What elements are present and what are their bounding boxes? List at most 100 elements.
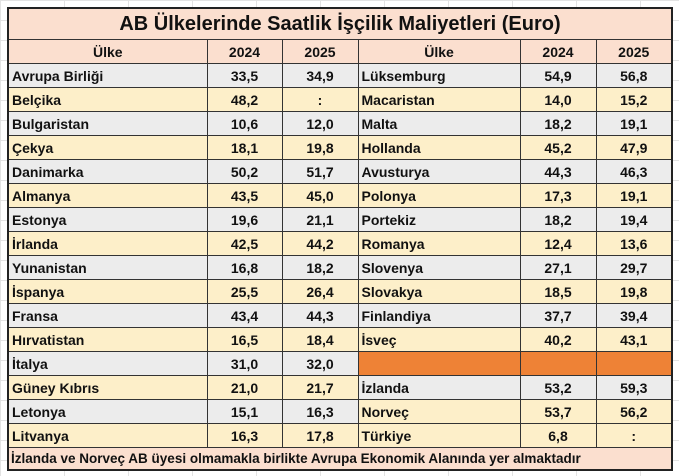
left-country: Avrupa Birliği bbox=[7, 63, 208, 88]
left-country: Belçika bbox=[7, 87, 208, 112]
table-row: Litvanya 16,3 17,8 Türkiye 6,8: bbox=[7, 423, 673, 448]
right-country: Slovakya bbox=[357, 279, 521, 304]
table-row: Çekya 18,1 19,8 Hollanda 45,2 47,9 bbox=[7, 135, 673, 160]
left-country: Güney Kıbrıs bbox=[7, 375, 208, 400]
table-row: Danimarka 50,2 51,7 Avusturya 44,3 46,3 bbox=[7, 159, 673, 184]
left-country: Almanya bbox=[7, 183, 208, 208]
left-value-2024: 25,5 bbox=[206, 279, 283, 304]
left-country: Hırvatistan bbox=[7, 327, 208, 352]
right-value-2024: 18,2 bbox=[519, 111, 597, 136]
table-row: İtalya 31,0 32,0 bbox=[7, 351, 673, 376]
right-value-2025: 19,8 bbox=[595, 279, 673, 304]
right-country: Türkiye bbox=[357, 423, 521, 448]
right-value-2025: 59,3 bbox=[595, 375, 673, 400]
right-value-2025: 56,8 bbox=[595, 63, 673, 88]
left-value-2024: 42,5 bbox=[206, 231, 283, 256]
right-value-2024: 17,3 bbox=[519, 183, 597, 208]
header-country-left: Ülke bbox=[7, 39, 208, 64]
left-value-2024: 19,6 bbox=[206, 207, 283, 232]
right-value-2024: 6,8 bbox=[519, 423, 597, 448]
left-value-2024: 43,5 bbox=[206, 183, 283, 208]
left-value-2024: 15,1 bbox=[206, 399, 283, 424]
left-value-2025: 44,3 bbox=[281, 303, 359, 328]
left-country: İspanya bbox=[7, 279, 208, 304]
right-value-2025: 13,6 bbox=[595, 231, 673, 256]
right-value-2024: 40,2 bbox=[519, 327, 597, 352]
left-country: İtalya bbox=[7, 351, 208, 376]
left-value-2024: 21,0 bbox=[206, 375, 283, 400]
right-value-2025 bbox=[595, 351, 673, 376]
footnote: İzlanda ve Norveç AB üyesi olmamakla bir… bbox=[7, 447, 673, 471]
right-value-2024: 18,5 bbox=[519, 279, 597, 304]
left-value-2025: 21,1 bbox=[281, 207, 359, 232]
table-row: Belçika 48,2: Macaristan 14,0 15,2 bbox=[7, 87, 673, 112]
left-country: Estonya bbox=[7, 207, 208, 232]
header-2025-right: 2025 bbox=[595, 39, 673, 64]
right-value-2025: 19,1 bbox=[595, 111, 673, 136]
left-value-2025: 19,8 bbox=[281, 135, 359, 160]
table-row: Estonya 19,6 21,1 Portekiz 18,2 19,4 bbox=[7, 207, 673, 232]
right-value-2025: 19,4 bbox=[595, 207, 673, 232]
right-value-2024: 12,4 bbox=[519, 231, 597, 256]
left-value-2025: : bbox=[281, 87, 359, 112]
right-value-2024: 18,2 bbox=[519, 207, 597, 232]
right-value-2024: 27,1 bbox=[519, 255, 597, 280]
labor-cost-table: AB Ülkelerinde Saatlik İşçilik Maliyetle… bbox=[7, 7, 673, 471]
table-row: Yunanistan 16,8 18,2 Slovenya 27,1 29,7 bbox=[7, 255, 673, 280]
left-value-2025: 34,9 bbox=[281, 63, 359, 88]
right-country: Romanya bbox=[357, 231, 521, 256]
table-row: Almanya 43,5 45,0 Polonya 17,3 19,1 bbox=[7, 183, 673, 208]
left-value-2024: 31,0 bbox=[206, 351, 283, 376]
right-value-2024 bbox=[519, 351, 597, 376]
left-value-2025: 17,8 bbox=[281, 423, 359, 448]
right-value-2025: 47,9 bbox=[595, 135, 673, 160]
header-2025-left: 2025 bbox=[281, 39, 359, 64]
left-value-2024: 33,5 bbox=[206, 63, 283, 88]
right-country: Slovenya bbox=[357, 255, 521, 280]
right-value-2024: 37,7 bbox=[519, 303, 597, 328]
table-row: İspanya 25,5 26,4 Slovakya 18,5 19,8 bbox=[7, 279, 673, 304]
table-title: AB Ülkelerinde Saatlik İşçilik Maliyetle… bbox=[7, 7, 673, 40]
right-value-2025: 56,2 bbox=[595, 399, 673, 424]
left-value-2025: 26,4 bbox=[281, 279, 359, 304]
right-country: Finlandiya bbox=[357, 303, 521, 328]
right-country bbox=[357, 351, 521, 376]
left-country: Fransa bbox=[7, 303, 208, 328]
left-value-2024: 18,1 bbox=[206, 135, 283, 160]
table-row: Hırvatistan 16,5 18,4 İsveç 40,2 43,1 bbox=[7, 327, 673, 352]
right-value-2024: 53,2 bbox=[519, 375, 597, 400]
header-row: Ülke 2024 2025 Ülke 2024 2025 bbox=[7, 39, 673, 64]
table-row: Bulgaristan 10,6 12,0 Malta 18,2 19,1 bbox=[7, 111, 673, 136]
table-row: Letonya 15,1 16,3 Norveç 53,7 56,2 bbox=[7, 399, 673, 424]
left-country: Bulgaristan bbox=[7, 111, 208, 136]
right-value-2025: 43,1 bbox=[595, 327, 673, 352]
right-value-2024: 44,3 bbox=[519, 159, 597, 184]
left-country: Yunanistan bbox=[7, 255, 208, 280]
right-value-2025: 29,7 bbox=[595, 255, 673, 280]
right-country: Macaristan bbox=[357, 87, 521, 112]
right-value-2024: 45,2 bbox=[519, 135, 597, 160]
left-value-2024: 50,2 bbox=[206, 159, 283, 184]
right-country: Portekiz bbox=[357, 207, 521, 232]
left-value-2024: 10,6 bbox=[206, 111, 283, 136]
right-country: İzlanda bbox=[357, 375, 521, 400]
left-value-2025: 18,2 bbox=[281, 255, 359, 280]
table-row: Avrupa Birliği 33,5 34,9 Lüksemburg 54,9 56,8 bbox=[7, 63, 673, 88]
left-value-2025: 51,7 bbox=[281, 159, 359, 184]
left-value-2025: 18,4 bbox=[281, 327, 359, 352]
header-2024-left: 2024 bbox=[206, 39, 283, 64]
right-country: Polonya bbox=[357, 183, 521, 208]
table-row: İrlanda 42,5 44,2 Romanya 12,4 13,6 bbox=[7, 231, 673, 256]
right-country: Malta bbox=[357, 111, 521, 136]
right-value-2025: : bbox=[595, 423, 673, 448]
left-country: Letonya bbox=[7, 399, 208, 424]
left-value-2025: 45,0 bbox=[281, 183, 359, 208]
right-value-2024: 53,7 bbox=[519, 399, 597, 424]
left-country: Çekya bbox=[7, 135, 208, 160]
left-value-2024: 16,8 bbox=[206, 255, 283, 280]
right-value-2024: 54,9 bbox=[519, 63, 597, 88]
right-value-2025: 46,3 bbox=[595, 159, 673, 184]
left-value-2025: 44,2 bbox=[281, 231, 359, 256]
left-country: Litvanya bbox=[7, 423, 208, 448]
left-value-2025: 32,0 bbox=[281, 351, 359, 376]
